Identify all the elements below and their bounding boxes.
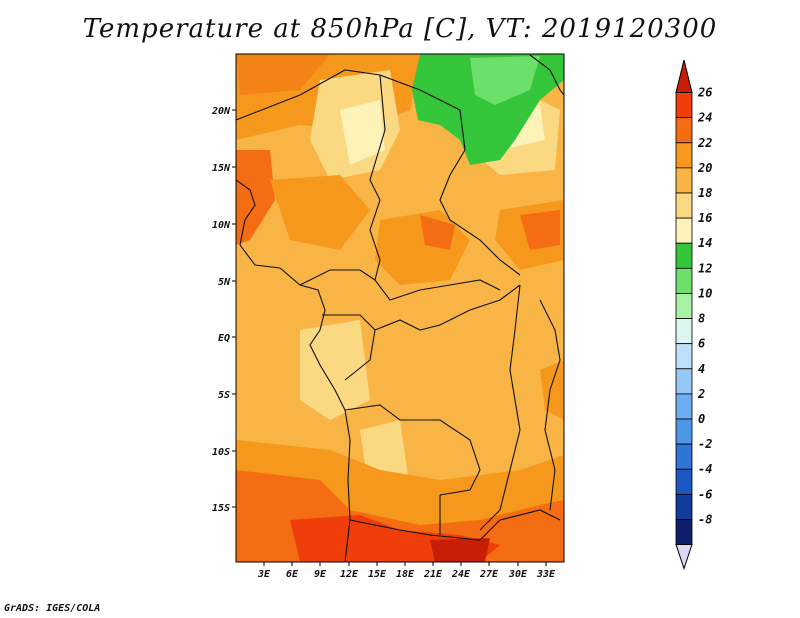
colorbar-label: 22 — [697, 136, 712, 150]
colorbar-segment — [675, 142, 693, 169]
colorbar-label: 4 — [698, 362, 705, 376]
colorbar-label: 20 — [697, 161, 712, 175]
colorbar-label: 14 — [698, 236, 712, 250]
latitude-axis: 20N 15N 10N 5N EQ 5S 10S 15S — [211, 106, 231, 514]
colorbar-segment — [675, 293, 693, 319]
map-frame — [235, 53, 565, 563]
lon-label: 18E — [396, 569, 415, 580]
colorbar — [675, 59, 693, 571]
colorbar-label: -2 — [698, 437, 712, 451]
colorbar-segment — [675, 217, 693, 244]
colorbar-label: 2 — [697, 387, 705, 401]
colorbar-label: 24 — [697, 111, 712, 125]
lon-label: 27E — [479, 569, 499, 580]
lon-ticks — [263, 562, 547, 566]
colorbar-segment — [675, 192, 693, 219]
colorbar-segment — [675, 519, 693, 545]
lat-label: 10S — [212, 447, 230, 458]
lat-label: 15N — [212, 163, 231, 174]
colorbar-label: 6 — [698, 337, 705, 351]
colorbar-label: 8 — [698, 312, 705, 326]
lat-ticks — [232, 109, 236, 508]
colorbar-over-arrow — [675, 59, 693, 94]
lon-label: 33E — [536, 569, 556, 580]
colorbar-segment — [675, 167, 693, 194]
lat-label: 20N — [211, 106, 231, 117]
colorbar-segment — [675, 368, 693, 395]
colorbar-segment — [675, 242, 693, 269]
colorbar-segment — [675, 318, 693, 345]
colorbar-label: -4 — [698, 462, 712, 476]
temperature-field — [236, 54, 564, 562]
footer-credit: GrADS: IGES/COLA — [4, 603, 101, 614]
lon-label: 24E — [451, 569, 471, 580]
colorbar-label: 12 — [698, 261, 712, 275]
lat-label: 15S — [212, 503, 230, 514]
colorbar-label: -6 — [698, 487, 712, 501]
colorbar-under-arrow — [675, 544, 693, 571]
lon-label: 6E — [286, 569, 299, 580]
lat-label: 5N — [218, 277, 231, 288]
colorbar-segment — [675, 343, 693, 370]
colorbar-label: 26 — [697, 86, 712, 100]
lon-label: 30E — [508, 569, 528, 580]
colorbar-segment — [675, 493, 693, 520]
chart-title: Temperature at 850hPa [C], VT: 201912030… — [82, 14, 718, 44]
colorbar-label: 16 — [698, 211, 712, 225]
colorbar-segment — [675, 267, 693, 294]
lat-label: EQ — [218, 333, 230, 344]
colorbar-segment — [675, 393, 693, 420]
lat-label: 5S — [218, 390, 230, 401]
lat-label: 10N — [212, 220, 231, 231]
colorbar-segment — [675, 92, 693, 119]
lon-label: 3E — [257, 569, 271, 580]
colorbar-segment — [675, 418, 693, 445]
lon-label: 9E — [314, 569, 327, 580]
longitude-axis: 3E 6E 9E 12E 15E 18E 21E 24E 27E 30E 33E — [257, 569, 556, 580]
colorbar-segment — [675, 443, 693, 470]
colorbar-label: 0 — [698, 412, 705, 426]
colorbar-segment — [675, 468, 693, 495]
colorbar-segment — [675, 117, 693, 144]
colorbar-label: 18 — [698, 186, 712, 200]
country-borders — [236, 54, 564, 562]
colorbar-label: -8 — [698, 512, 712, 526]
lon-label: 12E — [340, 569, 359, 580]
lon-label: 21E — [423, 569, 443, 580]
colorbar-label: 10 — [698, 286, 712, 300]
lon-label: 15E — [368, 569, 387, 580]
